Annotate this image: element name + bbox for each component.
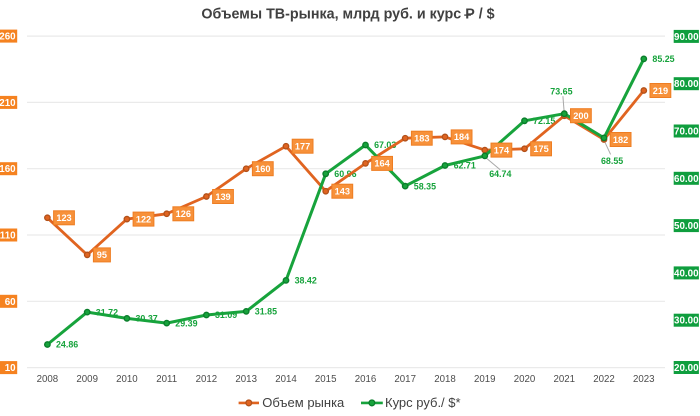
svg-text:2019: 2019	[474, 374, 496, 385]
svg-text:177: 177	[295, 142, 310, 152]
svg-text:72.15: 72.15	[533, 116, 555, 126]
svg-text:260: 260	[0, 32, 16, 43]
svg-text:2016: 2016	[355, 374, 377, 385]
svg-text:2021: 2021	[554, 374, 576, 385]
svg-text:110: 110	[0, 231, 16, 242]
svg-text:31.72: 31.72	[96, 307, 118, 317]
svg-text:38.42: 38.42	[295, 276, 317, 286]
svg-text:160: 160	[255, 164, 270, 174]
svg-text:29.39: 29.39	[175, 318, 197, 328]
svg-text:175: 175	[533, 144, 548, 154]
svg-text:95: 95	[97, 250, 107, 260]
svg-text:60.96: 60.96	[334, 169, 356, 179]
svg-text:90.00: 90.00	[674, 32, 699, 43]
svg-text:2018: 2018	[434, 374, 456, 385]
svg-text:30.00: 30.00	[674, 316, 699, 327]
svg-text:164: 164	[374, 159, 390, 169]
svg-text:2010: 2010	[116, 374, 138, 385]
svg-text:160: 160	[0, 164, 16, 175]
svg-text:24.86: 24.86	[56, 340, 78, 350]
svg-text:2014: 2014	[275, 374, 297, 385]
svg-text:Объемы ТВ-рынка, млрд руб. и к: Объемы ТВ-рынка, млрд руб. и курс Р / $	[201, 6, 494, 22]
svg-text:2017: 2017	[394, 374, 416, 385]
svg-text:60: 60	[5, 297, 16, 308]
svg-text:200: 200	[573, 111, 588, 121]
svg-text:68.55: 68.55	[601, 156, 623, 166]
svg-text:58.35: 58.35	[414, 181, 436, 191]
svg-text:2023: 2023	[633, 374, 655, 385]
svg-text:2013: 2013	[235, 374, 257, 385]
svg-text:2009: 2009	[76, 374, 98, 385]
svg-text:219: 219	[653, 86, 668, 96]
svg-text:210: 210	[0, 98, 16, 109]
svg-text:122: 122	[136, 214, 151, 224]
svg-text:10: 10	[5, 363, 16, 374]
svg-text:143: 143	[335, 187, 350, 197]
svg-text:139: 139	[215, 192, 230, 202]
svg-text:2022: 2022	[593, 374, 615, 385]
svg-text:Курс руб./ $*: Курс руб./ $*	[385, 395, 461, 410]
svg-text:126: 126	[176, 209, 191, 219]
svg-text:2011: 2011	[156, 374, 177, 385]
svg-text:50.00: 50.00	[674, 221, 699, 232]
svg-text:174: 174	[494, 145, 510, 155]
svg-text:40.00: 40.00	[674, 268, 699, 279]
svg-text:67.03: 67.03	[374, 140, 396, 150]
svg-text:70.00: 70.00	[674, 127, 699, 138]
svg-text:Объем рынка: Объем рынка	[262, 395, 345, 410]
svg-text:30.37: 30.37	[136, 314, 158, 324]
svg-text:182: 182	[613, 135, 628, 145]
svg-text:73.65: 73.65	[550, 87, 572, 97]
svg-text:2008: 2008	[37, 374, 59, 385]
svg-text:85.25: 85.25	[652, 54, 674, 64]
svg-text:60.00: 60.00	[674, 174, 699, 185]
svg-text:2020: 2020	[514, 374, 536, 385]
svg-text:183: 183	[414, 134, 429, 144]
svg-text:2012: 2012	[196, 374, 218, 385]
svg-text:31.09: 31.09	[215, 310, 237, 320]
svg-text:20.00: 20.00	[674, 363, 699, 374]
svg-text:80.00: 80.00	[674, 79, 699, 90]
svg-text:64.74: 64.74	[489, 169, 511, 179]
svg-text:62.71: 62.71	[454, 161, 476, 171]
svg-text:31.85: 31.85	[255, 307, 277, 317]
svg-text:2015: 2015	[315, 374, 337, 385]
svg-text:184: 184	[454, 132, 470, 142]
svg-text:123: 123	[56, 213, 71, 223]
